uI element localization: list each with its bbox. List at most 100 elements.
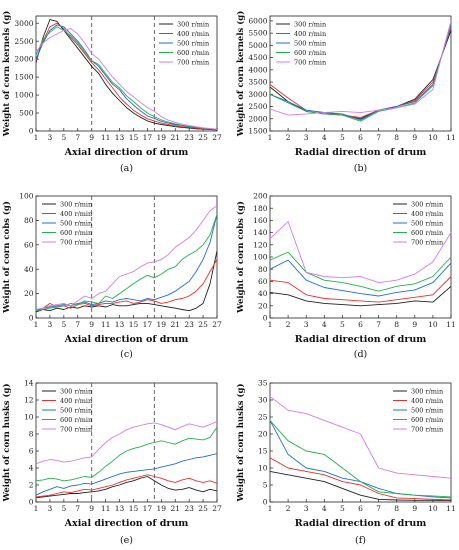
x-tick-label: 23 <box>184 504 194 513</box>
x-tick-label: 27 <box>212 320 222 329</box>
x-tick-label: 6 <box>358 133 363 142</box>
x-tick-label: 7 <box>75 133 80 142</box>
x-tick-label: 10 <box>428 320 438 329</box>
series-line-3 <box>269 25 452 121</box>
x-tick-label: 27 <box>212 133 222 142</box>
legend-label-2: 400 r/min <box>177 30 209 38</box>
series-line-5 <box>269 20 452 116</box>
y-tick-label: 4000 <box>248 65 267 74</box>
series-line-1 <box>35 476 218 499</box>
x-axis-label: Axial direction of drum <box>64 147 189 158</box>
x-tick-label: 10 <box>428 504 438 513</box>
y-tick-label: 200 <box>253 192 268 201</box>
y-tick-label: 80 <box>24 216 34 225</box>
plot-frame <box>35 195 218 319</box>
y-tick-label: 15 <box>258 447 268 456</box>
series-line-3 <box>35 453 218 496</box>
x-tick-label: 7 <box>376 133 381 142</box>
series-line-4 <box>35 26 218 130</box>
x-tick-label: 7 <box>75 504 80 513</box>
x-tick-label: 3 <box>48 320 53 329</box>
x-tick-label: 9 <box>89 133 94 142</box>
x-tick-label: 2 <box>286 320 291 329</box>
y-tick-label: 140 <box>253 228 268 237</box>
x-tick-label: 13 <box>115 504 125 513</box>
series-line-2 <box>35 474 218 498</box>
legend-label-2: 400 r/min <box>294 30 326 38</box>
y-tick-label: 2 <box>29 481 34 490</box>
y-tick-label: 25 <box>258 413 268 422</box>
y-axis-label: Weight of corn kernels (g) <box>1 11 12 138</box>
y-tick-label: 2500 <box>248 102 267 111</box>
y-tick-label: 100 <box>253 253 268 262</box>
legend-label-1: 300 r/min <box>177 20 209 28</box>
legend-label-4: 600 r/min <box>60 229 92 237</box>
x-tick-label: 4 <box>322 504 327 513</box>
x-tick-label: 19 <box>157 504 167 513</box>
x-tick-label: 19 <box>157 133 167 142</box>
legend-label-1: 300 r/min <box>60 200 92 208</box>
x-tick-label: 4 <box>322 320 327 329</box>
x-tick-label: 8 <box>394 504 399 513</box>
y-tick-label: 5 <box>263 481 268 490</box>
series-line-5 <box>35 28 218 130</box>
series-line-2 <box>35 22 218 131</box>
x-tick-label: 5 <box>61 504 66 513</box>
x-tick-label: 9 <box>412 133 417 142</box>
y-axis-label: Weight of corn cobs (g) <box>1 201 12 314</box>
legend-label-3: 500 r/min <box>60 406 92 414</box>
series-line-4 <box>269 251 452 292</box>
series-line-1 <box>35 250 218 313</box>
x-tick-label: 9 <box>89 320 94 329</box>
legend-label-4: 600 r/min <box>411 229 443 237</box>
series-line-3 <box>269 259 452 297</box>
y-tick-label: 3000 <box>14 19 33 28</box>
x-axis-label: Radial direction of drum <box>295 147 427 158</box>
legend-label-5: 700 r/min <box>411 238 443 246</box>
y-tick-label: 35 <box>258 379 268 388</box>
x-tick-label: 4 <box>322 133 327 142</box>
x-tick-label: 11 <box>101 504 111 513</box>
y-tick-label: 0 <box>29 498 34 507</box>
y-tick-label: 120 <box>253 240 268 249</box>
y-axis-label: Weight of corn husks (g) <box>1 383 12 502</box>
panel-caption: (c) <box>120 349 133 360</box>
x-tick-label: 2 <box>286 504 291 513</box>
series-line-4 <box>269 420 452 498</box>
panel-caption: (a) <box>120 163 133 174</box>
x-tick-label: 7 <box>75 320 80 329</box>
x-axis-label: Axial direction of drum <box>64 334 189 345</box>
y-tick-label: 20 <box>258 430 268 439</box>
legend-label-4: 600 r/min <box>411 416 443 424</box>
series-line-4 <box>35 426 218 482</box>
x-tick-label: 2 <box>286 133 291 142</box>
y-tick-label: 0 <box>263 314 268 323</box>
series-line-1 <box>269 285 452 307</box>
x-tick-label: 1 <box>34 320 39 329</box>
y-tick-label: 180 <box>253 204 268 213</box>
y-tick-label: 2500 <box>14 37 33 46</box>
y-tick-label: 20 <box>24 289 34 298</box>
y-tick-label: 6 <box>29 447 34 456</box>
panel-caption: (d) <box>354 349 368 360</box>
x-tick-label: 13 <box>115 320 125 329</box>
x-tick-label: 6 <box>358 504 363 513</box>
y-tick-label: 0 <box>29 314 34 323</box>
series-line-2 <box>269 28 452 118</box>
x-tick-label: 17 <box>143 504 153 513</box>
x-tick-label: 23 <box>184 133 194 142</box>
x-tick-label: 19 <box>157 320 167 329</box>
legend-label-5: 700 r/min <box>177 58 209 66</box>
y-tick-label: 12 <box>24 396 34 405</box>
x-tick-label: 17 <box>143 133 153 142</box>
x-tick-label: 11 <box>446 504 456 513</box>
x-tick-label: 23 <box>184 320 194 329</box>
x-tick-label: 3 <box>304 320 309 329</box>
x-tick-label: 3 <box>48 504 53 513</box>
x-tick-label: 25 <box>198 504 208 513</box>
x-tick-label: 21 <box>170 320 180 329</box>
series-line-4 <box>35 214 218 312</box>
chart-a: 1 3 5 7 9 11 13 15 17 19 21 23 25 2705001000150020002… <box>1 11 222 174</box>
y-tick-label: 0 <box>263 498 268 507</box>
